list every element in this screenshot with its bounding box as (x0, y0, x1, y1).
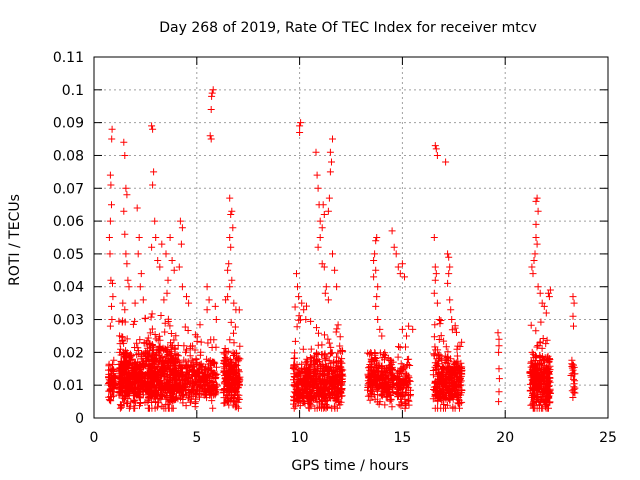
x-tick-label: 0 (90, 430, 99, 446)
y-tick-label: 0.08 (53, 148, 84, 164)
y-axis-title: ROTI / TECUs (7, 194, 23, 286)
x-tick-label: 15 (393, 430, 411, 446)
y-tick-label: 0.06 (53, 214, 84, 230)
x-tick-label: 25 (599, 430, 617, 446)
y-tick-label: 0 (75, 411, 84, 427)
axis-ticks: 0 0.01 0.02 0.03 0.04 0.05 0.06 0.07 0.08 0.09 0.1… (53, 50, 617, 446)
y-tick-label: 0.09 (53, 116, 84, 132)
data-point-markers (105, 86, 579, 412)
x-axis-title: GPS time / hours (291, 458, 408, 474)
y-tick-label: 0.03 (53, 313, 84, 329)
plot-frame (93, 56, 609, 419)
y-tick-label: 0.07 (53, 181, 84, 197)
y-tick-label: 0.11 (53, 50, 84, 66)
x-tick-label: 5 (192, 430, 201, 446)
chart-title: Day 268 of 2019, Rate Of TEC Index for r… (159, 20, 536, 36)
y-tick-label: 0.1 (62, 83, 84, 99)
scatter-points (105, 86, 579, 412)
y-tick-label: 0.02 (53, 345, 84, 361)
y-tick-label: 0.05 (53, 247, 84, 263)
y-tick-label: 0.01 (53, 378, 84, 394)
y-tick-label: 0.04 (53, 280, 84, 296)
x-tick-label: 10 (291, 430, 309, 446)
x-tick-label: 20 (496, 430, 514, 446)
